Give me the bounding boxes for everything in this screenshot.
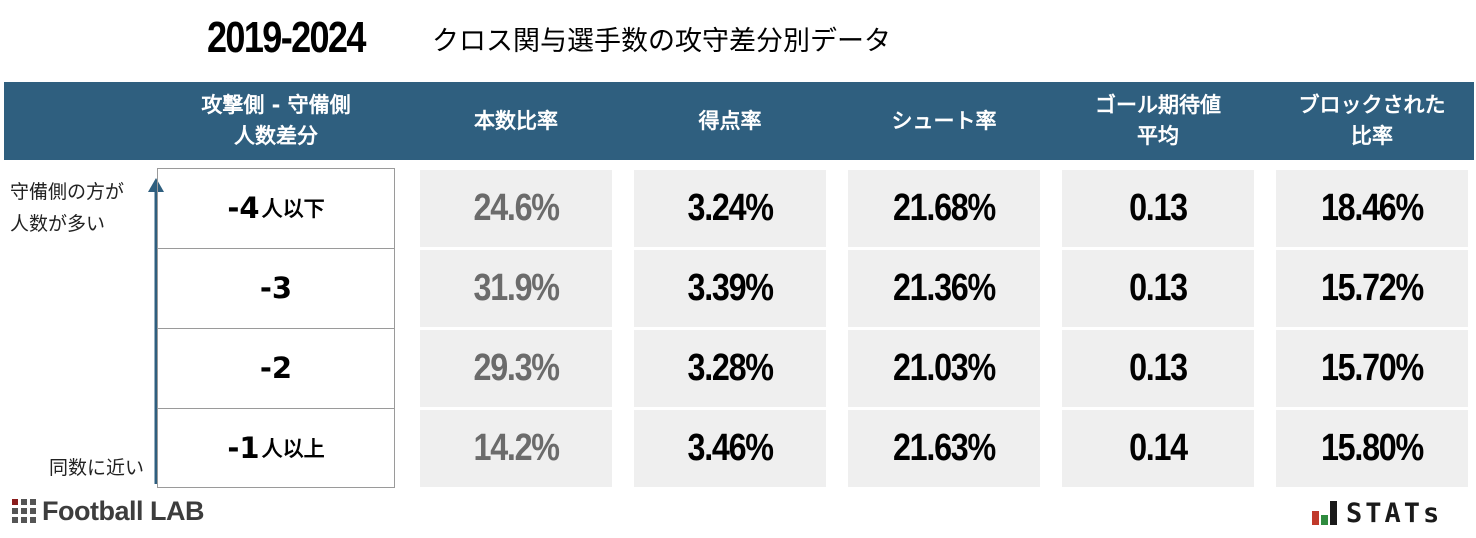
table-cell: 21.68% bbox=[848, 170, 1040, 247]
row-label-value: -2 bbox=[259, 351, 293, 385]
table-cell: 0.13 bbox=[1062, 170, 1254, 247]
cell-value: 0.13 bbox=[1129, 187, 1188, 229]
row-label-minus1: -1 人以上 bbox=[157, 408, 395, 488]
table-cell: 3.24% bbox=[634, 170, 826, 247]
table-cell: 21.03% bbox=[848, 330, 1040, 407]
table-cell: 3.28% bbox=[634, 330, 826, 407]
table-cell: 0.13 bbox=[1062, 330, 1254, 407]
row-label-value: -1 bbox=[227, 431, 260, 465]
table-cell: 14.2% bbox=[420, 410, 612, 487]
cell-value: 3.28% bbox=[687, 347, 773, 389]
header-ratio: 本数比率 bbox=[420, 82, 612, 160]
table-cell: 15.80% bbox=[1276, 410, 1468, 487]
cell-value: 31.9% bbox=[473, 267, 559, 309]
football-lab-logo: Football LAB bbox=[12, 496, 204, 526]
row-label-minus2: -2 bbox=[157, 328, 395, 408]
table-cell: 29.3% bbox=[420, 330, 612, 407]
cell-value: 24.6% bbox=[473, 187, 559, 229]
row-label-suffix: 人以下 bbox=[261, 197, 325, 221]
header-diff-line2: 人数差分 bbox=[234, 124, 318, 148]
table-cell: 21.36% bbox=[848, 250, 1040, 327]
title: 2019-2024 クロス関与選手数の攻守差分別データ bbox=[207, 10, 891, 66]
header-xg: ゴール期待値 平均 bbox=[1062, 82, 1254, 160]
cell-value: 21.68% bbox=[893, 187, 996, 229]
table-cell: 0.13 bbox=[1062, 250, 1254, 327]
grid-icon bbox=[12, 499, 36, 523]
row-label-value: -3 bbox=[259, 271, 293, 305]
cell-value: 0.13 bbox=[1129, 347, 1188, 389]
table-cell: 15.70% bbox=[1276, 330, 1468, 407]
axis-arrow-icon bbox=[148, 178, 164, 484]
table-cell: 24.6% bbox=[420, 170, 612, 247]
table-header-bar bbox=[4, 82, 1474, 160]
row-label-suffix: 人以上 bbox=[261, 437, 325, 461]
cell-value: 3.24% bbox=[687, 187, 773, 229]
bar-chart-icon bbox=[1312, 501, 1337, 525]
cell-value: 15.80% bbox=[1321, 427, 1424, 469]
cell-value: 21.03% bbox=[893, 347, 996, 389]
cell-value: 15.72% bbox=[1321, 267, 1424, 309]
header-blocked: ブロックされた 比率 bbox=[1276, 82, 1468, 160]
cell-value: 21.36% bbox=[893, 267, 996, 309]
football-lab-text: Football LAB bbox=[42, 495, 204, 526]
header-diff: 攻撃側 - 守備側 人数差分 bbox=[157, 82, 395, 160]
header-shot-rate: シュート率 bbox=[848, 82, 1040, 160]
table-cell: 21.63% bbox=[848, 410, 1040, 487]
cell-value: 14.2% bbox=[473, 427, 559, 469]
stats-text: STATs bbox=[1346, 497, 1443, 529]
header-ratio-line1: 本数比率 bbox=[474, 108, 558, 133]
cell-value: 15.70% bbox=[1321, 347, 1424, 389]
row-label-minus4: -4 人以下 bbox=[157, 168, 395, 248]
axis-top-line1: 守備側の方が bbox=[10, 181, 125, 203]
header-blocked-line1: ブロックされた bbox=[1298, 93, 1446, 117]
cell-value: 3.46% bbox=[687, 427, 773, 469]
table-cell: 3.39% bbox=[634, 250, 826, 327]
table-cell: 15.72% bbox=[1276, 250, 1468, 327]
axis-top-label: 守備側の方が 人数が多い bbox=[10, 176, 150, 240]
table-cell: 18.46% bbox=[1276, 170, 1468, 247]
axis-top-line2: 人数が多い bbox=[10, 213, 106, 235]
table-cell: 3.46% bbox=[634, 410, 826, 487]
header-shot-rate-line1: シュート率 bbox=[891, 108, 997, 133]
row-divider bbox=[157, 248, 395, 249]
header-diff-line1: 攻撃側 - 守備側 bbox=[201, 93, 351, 117]
cell-value: 0.14 bbox=[1129, 427, 1188, 469]
row-label-value: -4 bbox=[227, 191, 260, 225]
cell-value: 29.3% bbox=[473, 347, 559, 389]
header-blocked-line2: 比率 bbox=[1351, 124, 1393, 148]
title-subtitle: クロス関与選手数の攻守差分別データ bbox=[432, 25, 891, 57]
row-label-minus3: -3 bbox=[157, 248, 395, 328]
cell-value: 0.13 bbox=[1129, 267, 1188, 309]
row-divider bbox=[157, 328, 395, 329]
header-goal-rate: 得点率 bbox=[634, 82, 826, 160]
header-goal-rate-line1: 得点率 bbox=[698, 108, 762, 133]
row-divider bbox=[157, 408, 395, 409]
table-cell: 31.9% bbox=[420, 250, 612, 327]
stats-logo: STATs bbox=[1312, 497, 1443, 529]
cell-value: 3.39% bbox=[687, 267, 773, 309]
header-xg-line2: 平均 bbox=[1137, 124, 1179, 148]
table-cell: 0.14 bbox=[1062, 410, 1254, 487]
cell-value: 21.63% bbox=[893, 427, 996, 469]
cell-value: 18.46% bbox=[1321, 187, 1424, 229]
title-years: 2019-2024 bbox=[207, 13, 366, 62]
axis-bottom-label: 同数に近い bbox=[48, 457, 144, 479]
header-xg-line1: ゴール期待値 bbox=[1095, 93, 1221, 117]
